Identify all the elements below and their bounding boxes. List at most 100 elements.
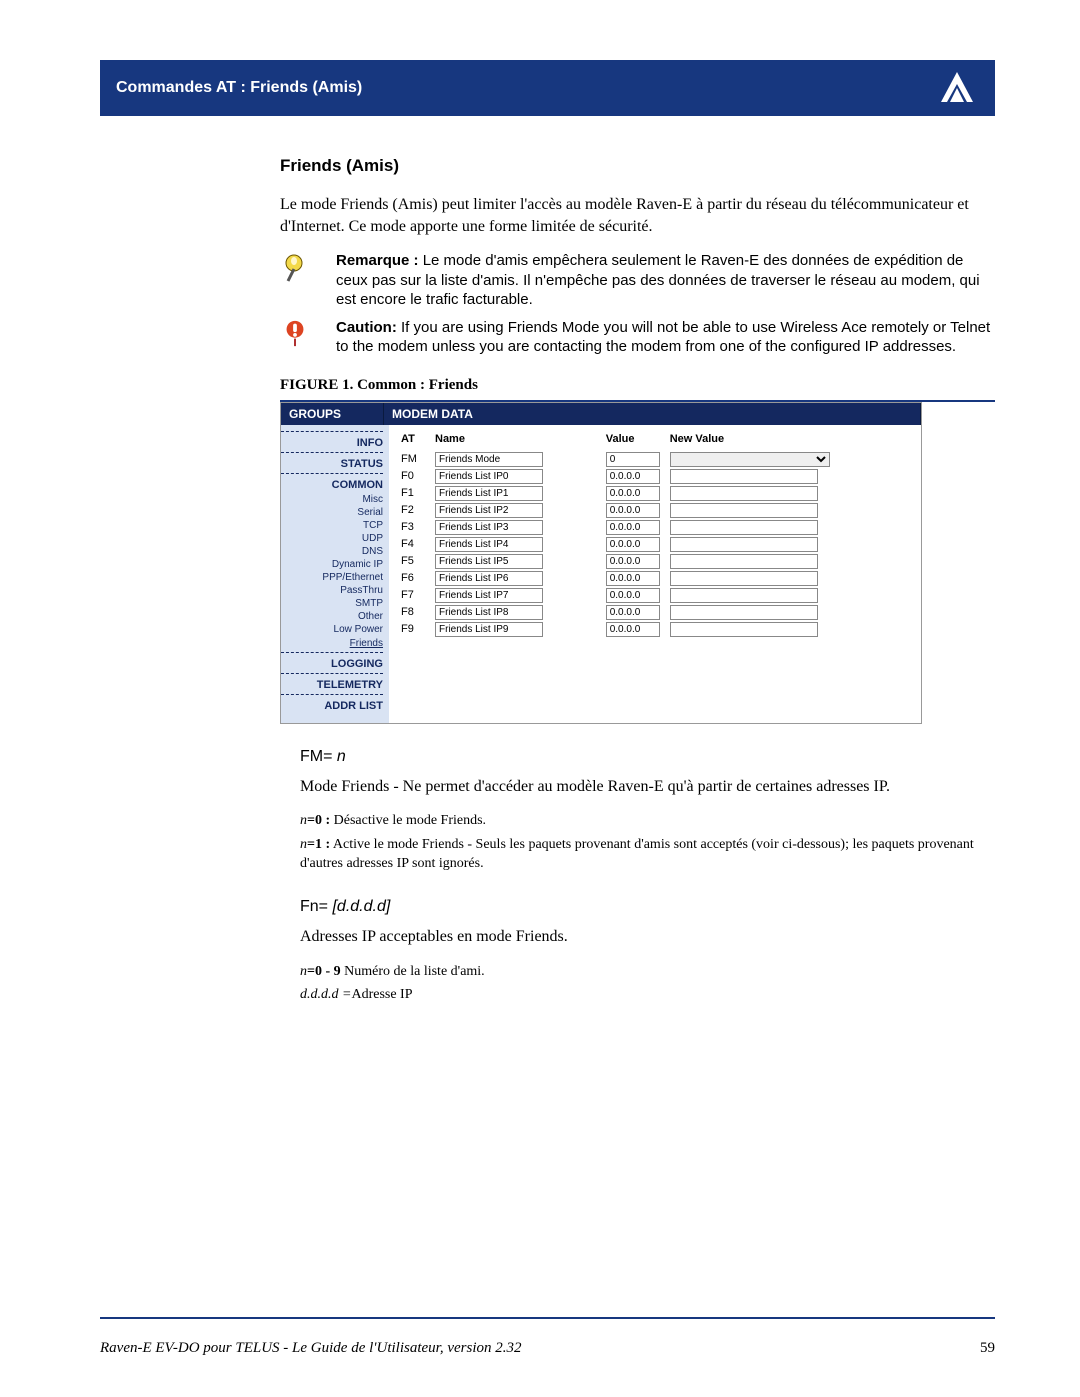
cell-at: F6: [397, 570, 431, 587]
remarque-note: Remarque : Le mode d'amis empêchera seul…: [280, 251, 995, 310]
sidebar-sub-item[interactable]: DNS: [281, 545, 383, 558]
note-text: Le mode d'amis empêchera seulement le Ra…: [336, 252, 980, 308]
table-row: F5: [397, 553, 913, 570]
modem-data-header: MODEM DATA: [384, 403, 921, 425]
col-at: AT: [397, 431, 431, 451]
header-title: Commandes AT : Friends (Amis): [116, 79, 362, 97]
caution-text: If you are using Friends Mode you will n…: [336, 319, 990, 356]
fm-param-1: n=1 : Active le mode Friends - Seuls les…: [300, 835, 995, 874]
table-row: F3: [397, 519, 913, 536]
sidebar-sub-item[interactable]: PassThru: [281, 584, 383, 597]
cell-at: F2: [397, 502, 431, 519]
new-value-input[interactable]: [670, 554, 818, 569]
sidebar-telemetry[interactable]: TELEMETRY: [281, 678, 383, 692]
col-name: Name: [431, 431, 602, 451]
name-field: [435, 452, 543, 467]
cell-at: F7: [397, 587, 431, 604]
value-field: [606, 622, 660, 637]
table-row: F0: [397, 468, 913, 485]
sidebar-sub-item[interactable]: UDP: [281, 532, 383, 545]
new-value-input[interactable]: [670, 537, 818, 552]
cell-at: F0: [397, 468, 431, 485]
value-field: [606, 554, 660, 569]
value-field: [606, 588, 660, 603]
value-field: [606, 486, 660, 501]
value-field: [606, 452, 660, 467]
sidebar-sub-item[interactable]: Dynamic IP: [281, 558, 383, 571]
sidebar-common[interactable]: COMMON: [281, 478, 383, 492]
note-label: Remarque :: [336, 252, 419, 269]
name-field: [435, 571, 543, 586]
cell-at: F9: [397, 621, 431, 638]
table-row: FM: [397, 451, 913, 468]
cell-at: F4: [397, 536, 431, 553]
table-row: F7: [397, 587, 913, 604]
sidebar-info[interactable]: INFO: [281, 436, 383, 450]
cell-at: F5: [397, 553, 431, 570]
embedded-screenshot: GROUPS MODEM DATA INFO STATUS COMMON Mis…: [280, 402, 922, 724]
table-row: F8: [397, 604, 913, 621]
fn-param-0: n=0 - 9 Numéro de la liste d'ami.: [300, 962, 995, 982]
sidebar-friends[interactable]: Friends: [281, 637, 383, 650]
cell-at: FM: [397, 451, 431, 468]
table-row: F9: [397, 621, 913, 638]
value-field: [606, 571, 660, 586]
name-field: [435, 469, 543, 484]
new-value-select[interactable]: [670, 452, 830, 467]
col-new-value: New Value: [666, 431, 913, 451]
caution-note: Caution: If you are using Friends Mode y…: [280, 318, 995, 357]
fm-desc: Mode Friends - Ne permet d'accéder au mo…: [300, 776, 995, 798]
col-value: Value: [602, 431, 666, 451]
sidebar: INFO STATUS COMMON MiscSerialTCPUDPDNSDy…: [281, 425, 389, 723]
fm-command-head: FM= n: [300, 748, 995, 766]
table-row: F1: [397, 485, 913, 502]
figure-caption: FIGURE 1. Common : Friends: [280, 377, 995, 394]
cell-at: F8: [397, 604, 431, 621]
sidebar-sub-item[interactable]: Misc: [281, 493, 383, 506]
new-value-input[interactable]: [670, 503, 818, 518]
section-heading: Friends (Amis): [280, 156, 995, 176]
sidebar-sub-item[interactable]: PPP/Ethernet: [281, 571, 383, 584]
name-field: [435, 537, 543, 552]
fm-param-0: n=0 : Désactive le mode Friends.: [300, 811, 995, 831]
value-field: [606, 537, 660, 552]
sidebar-logging[interactable]: LOGGING: [281, 657, 383, 671]
name-field: [435, 622, 543, 637]
new-value-input[interactable]: [670, 605, 818, 620]
sidebar-addr-list[interactable]: ADDR LIST: [281, 699, 383, 713]
sidebar-sub-item[interactable]: Serial: [281, 506, 383, 519]
name-field: [435, 554, 543, 569]
page-header: Commandes AT : Friends (Amis): [100, 60, 995, 116]
sidebar-sub-item[interactable]: Low Power: [281, 623, 383, 636]
table-row: F2: [397, 502, 913, 519]
intro-paragraph: Le mode Friends (Amis) peut limiter l'ac…: [280, 194, 995, 237]
value-field: [606, 520, 660, 535]
sidebar-status[interactable]: STATUS: [281, 457, 383, 471]
fn-param-1: d.d.d.d =Adresse IP: [300, 985, 995, 1005]
cell-at: F3: [397, 519, 431, 536]
page-number: 59: [980, 1340, 995, 1357]
name-field: [435, 503, 543, 518]
name-field: [435, 486, 543, 501]
groups-header: GROUPS: [281, 403, 384, 425]
fn-command-head: Fn= [d.d.d.d]: [300, 898, 995, 916]
caution-label: Caution:: [336, 319, 397, 336]
footer-rule: [100, 1317, 995, 1319]
sidebar-sub-item[interactable]: Other: [281, 610, 383, 623]
value-field: [606, 605, 660, 620]
cell-at: F1: [397, 485, 431, 502]
new-value-input[interactable]: [670, 588, 818, 603]
fn-desc: Adresses IP acceptables en mode Friends.: [300, 926, 995, 948]
new-value-input[interactable]: [670, 520, 818, 535]
new-value-input[interactable]: [670, 469, 818, 484]
new-value-input[interactable]: [670, 622, 818, 637]
sidebar-sub-item[interactable]: SMTP: [281, 597, 383, 610]
table-row: F6: [397, 570, 913, 587]
page-footer: Raven-E EV-DO pour TELUS - Le Guide de l…: [100, 1340, 995, 1357]
new-value-input[interactable]: [670, 486, 818, 501]
table-row: F4: [397, 536, 913, 553]
sidebar-sub-item[interactable]: TCP: [281, 519, 383, 532]
value-field: [606, 503, 660, 518]
name-field: [435, 605, 543, 620]
new-value-input[interactable]: [670, 571, 818, 586]
